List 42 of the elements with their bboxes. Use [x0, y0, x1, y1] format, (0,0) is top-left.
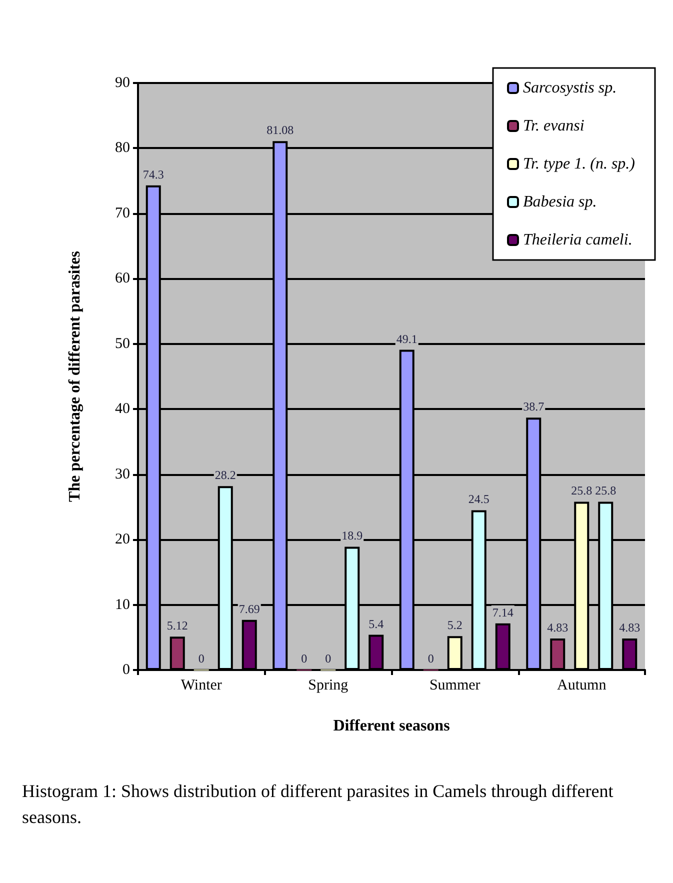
data-label: 74.3 — [142, 167, 164, 182]
data-label: 7.14 — [492, 605, 514, 620]
y-tick-label: 30 — [115, 466, 130, 482]
data-label: 38.7 — [523, 400, 544, 414]
y-tick-label: 60 — [115, 270, 130, 287]
data-label: 5.12 — [166, 618, 188, 633]
x-tick-label: Summer — [429, 678, 480, 694]
y-tick-label: 40 — [115, 401, 130, 418]
data-label: 4.83 — [619, 620, 640, 634]
legend-label: Babesia sp. — [523, 194, 597, 210]
data-label: 0 — [301, 652, 308, 666]
x-tick-label: Winter — [180, 678, 222, 694]
data-label: 25.8 — [595, 484, 616, 498]
x-tick-label: Spring — [308, 678, 349, 694]
data-label: 18.9 — [342, 528, 363, 543]
data-label: 81.08 — [266, 123, 294, 138]
data-label: 24.5 — [468, 492, 490, 506]
data-label: 28.2 — [214, 468, 236, 482]
data-label: 0 — [198, 652, 204, 666]
y-axis-title: The percentage of different parasites — [66, 251, 84, 502]
data-label: 5.4 — [368, 616, 384, 631]
y-tick-label: 10 — [115, 596, 130, 613]
y-tick-label: 20 — [115, 532, 130, 548]
legend-label: Sarcosystis sp. — [523, 80, 617, 96]
y-tick-label: 80 — [115, 140, 130, 156]
y-tick-label: 70 — [115, 205, 130, 222]
data-label: 7.69 — [238, 602, 260, 616]
data-label: 5.2 — [447, 618, 462, 632]
data-label: 49.1 — [396, 332, 418, 346]
y-tick-label: 50 — [115, 336, 130, 352]
data-label: 0 — [325, 652, 332, 666]
legend-label: Tr. evansi — [523, 118, 584, 134]
data-label: 0 — [428, 652, 434, 666]
x-tick-label: Autumn — [557, 678, 607, 694]
legend-label: Tr. type 1. (n. sp.) — [523, 156, 635, 172]
y-tick-label: 0 — [122, 662, 130, 678]
data-label: 25.8 — [571, 484, 592, 498]
y-tick-label: 90 — [115, 75, 130, 91]
legend-label: Theileria cameli. — [523, 232, 632, 248]
data-label: 4.83 — [547, 620, 568, 634]
x-axis-title: Different seasons — [333, 718, 450, 734]
text: Histogram 1: Shows distribution of different parasites in Camels through different seasons. — [22, 781, 618, 827]
